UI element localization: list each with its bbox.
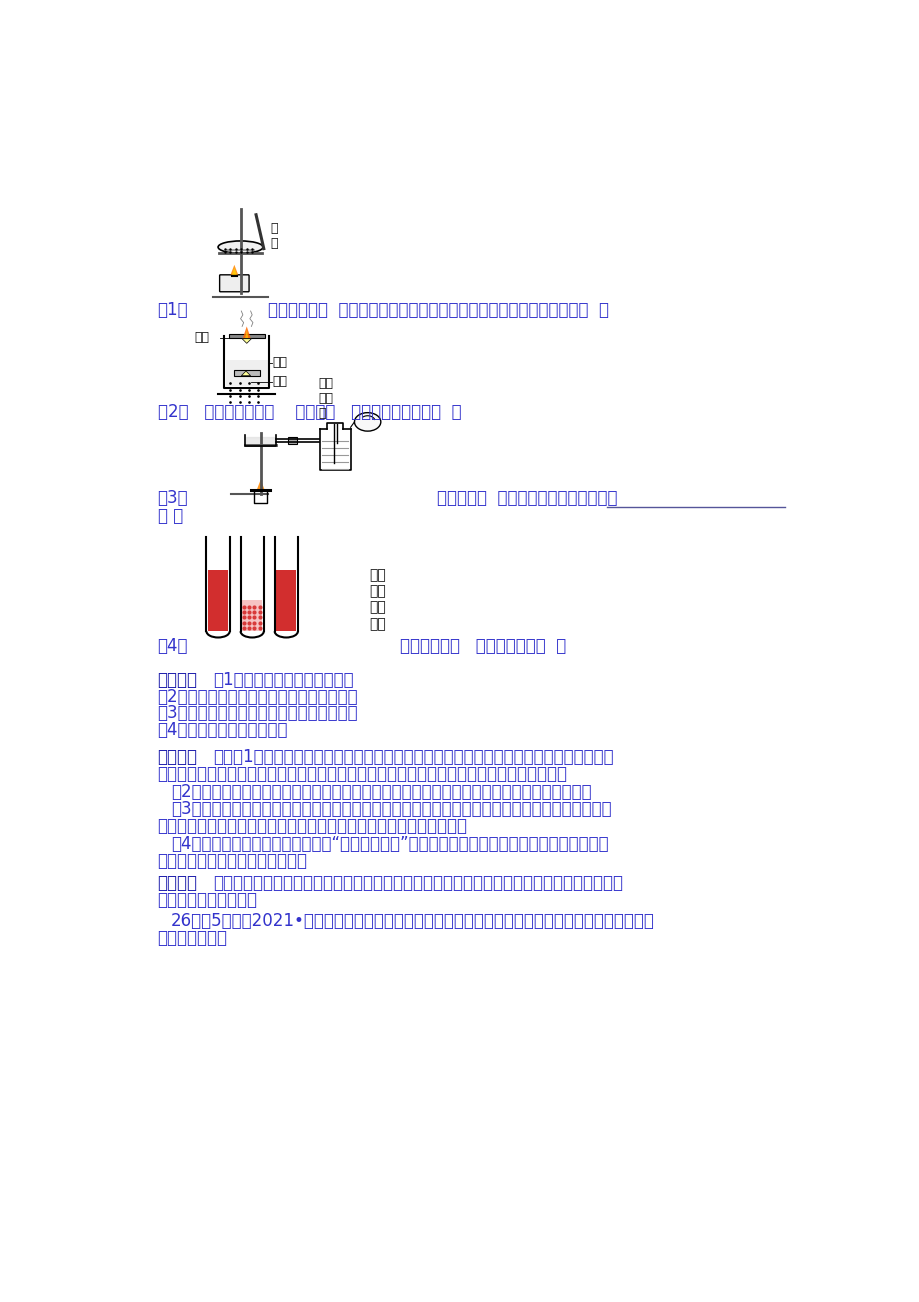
Bar bbox=[242, 600, 262, 631]
Polygon shape bbox=[232, 268, 236, 275]
Polygon shape bbox=[242, 339, 251, 344]
Text: 【分析】: 【分析】 bbox=[157, 671, 198, 689]
Text: 回答下列问题：: 回答下列问题： bbox=[157, 930, 227, 948]
Text: 澄清
石灰
水: 澄清 石灰 水 bbox=[318, 376, 333, 419]
Text: （3）: （3） bbox=[157, 488, 188, 506]
Text: 【解答】: 【解答】 bbox=[157, 747, 198, 766]
Text: 本题主要考查物质的性质，解答时要根据各种物质的性质，结合各方面条件进行分析、判断，: 本题主要考查物质的性质，解答时要根据各种物质的性质，结合各方面条件进行分析、判断… bbox=[213, 874, 623, 892]
Text: 玻璃棒的作用  搞拌，使液体受热均匀，防止局部温度过高造成液滴飞溅  。: 玻璃棒的作用 搞拌，使液体受热均匀，防止局部温度过高造成液滴飞溅 。 bbox=[267, 301, 608, 319]
Bar bbox=[225, 359, 267, 387]
Bar bbox=[275, 538, 298, 631]
Polygon shape bbox=[245, 329, 248, 339]
Text: （4）: （4） bbox=[157, 638, 187, 655]
Text: （2）   燃烧条件的实验    水的作用   提供热量、隔绝氧气  。: （2） 燃烧条件的实验 水的作用 提供热量、隔绝氧气 。 bbox=[157, 402, 460, 421]
Ellipse shape bbox=[354, 413, 380, 431]
Text: （3）该实验产生的尾气中含有有毒的一氧化碳，直接排放到空气中会造成空气污染，气球的作用是: （3）该实验产生的尾气中含有有毒的一氧化碳，直接排放到空气中会造成空气污染，气球… bbox=[171, 799, 611, 818]
Polygon shape bbox=[256, 479, 265, 490]
Text: （2）根据燃烧的条件以及水的作用来分析；: （2）根据燃烧的条件以及水的作用来分析； bbox=[157, 687, 357, 706]
Polygon shape bbox=[231, 264, 238, 275]
Text: 象明显。故填：显色，便于观察。: 象明显。故填：显色，便于观察。 bbox=[157, 853, 307, 870]
Text: （1）根据仪器的用途来分析；: （1）根据仪器的用途来分析； bbox=[213, 671, 354, 689]
Bar bbox=[229, 335, 265, 339]
Bar bbox=[208, 570, 228, 631]
Text: 白磷: 白磷 bbox=[195, 332, 210, 345]
Text: 气球的作用  收集尾气，防止造成空气污: 气球的作用 收集尾气，防止造成空气污 bbox=[437, 488, 617, 506]
Text: （4）根据实验目的来分析。: （4）根据实验目的来分析。 bbox=[157, 721, 288, 740]
Text: （4）乙醇和水都是无色液体，探究“乙醇能溶于水”的实验中，向水中加入几滴红墨水的作用是现: （4）乙醇和水都是无色液体，探究“乙醇能溶于水”的实验中，向水中加入几滴红墨水的… bbox=[171, 836, 607, 853]
Text: 热水: 热水 bbox=[272, 357, 287, 368]
Bar bbox=[206, 538, 230, 631]
Bar bbox=[276, 570, 296, 631]
Polygon shape bbox=[243, 327, 250, 339]
FancyBboxPatch shape bbox=[220, 275, 249, 292]
Text: 红墨水的作用   显色，便于观察  。: 红墨水的作用 显色，便于观察 。 bbox=[400, 638, 566, 655]
Bar bbox=[240, 538, 264, 631]
Text: （1）: （1） bbox=[157, 301, 188, 319]
Text: 部温度过高造成液滴飞溅；故填：搞拌，使液体受热均匀，防止局部温度过高造成液滴飞溅；: 部温度过高造成液滴飞溅；故填：搞拌，使液体受热均匀，防止局部温度过高造成液滴飞溅… bbox=[157, 764, 567, 783]
Text: 收集尾气，防止造成空气污染；故填：收集尾气，防止造成空气污染；: 收集尾气，防止造成空气污染；故填：收集尾气，防止造成空气污染； bbox=[157, 816, 467, 835]
Text: （2）探究燃烧的条件实验中，水的作用是提供热量、隔绝氧气，故填：提供热量、隔绝氧气；: （2）探究燃烧的条件实验中，水的作用是提供热量、隔绝氧气，故填：提供热量、隔绝氧… bbox=[171, 783, 591, 801]
Text: 白磷: 白磷 bbox=[272, 375, 287, 388]
Text: 解：（1）在蒸发操作中，不断用玻璃棒进行搞拌的目的是搞拌，使液体受热均匀，防止局: 解：（1）在蒸发操作中，不断用玻璃棒进行搞拌的目的是搞拌，使液体受热均匀，防止局 bbox=[213, 747, 613, 766]
Text: 从而得出正确的结论。: 从而得出正确的结论。 bbox=[157, 891, 257, 909]
Text: 26．（5分）（2021•齐齐哈尔）化学是以实验为基础的科学，实验是科学探究的重要手段。根据图示: 26．（5分）（2021•齐齐哈尔）化学是以实验为基础的科学，实验是科学探究的重… bbox=[171, 913, 654, 931]
Text: （3）根据尾气中含有有毒一氧化碳来分析；: （3）根据尾气中含有有毒一氧化碳来分析； bbox=[157, 704, 357, 723]
Bar bbox=[288, 436, 297, 444]
Text: 【点评】: 【点评】 bbox=[157, 874, 198, 892]
Ellipse shape bbox=[218, 241, 263, 254]
Text: 发
水: 发 水 bbox=[269, 223, 278, 250]
Text: 乙醇
能溶
解在
水中: 乙醇 能溶 解在 水中 bbox=[369, 568, 386, 630]
Bar bbox=[233, 370, 260, 376]
Text: 染 。: 染 。 bbox=[157, 506, 183, 525]
Polygon shape bbox=[241, 371, 250, 376]
